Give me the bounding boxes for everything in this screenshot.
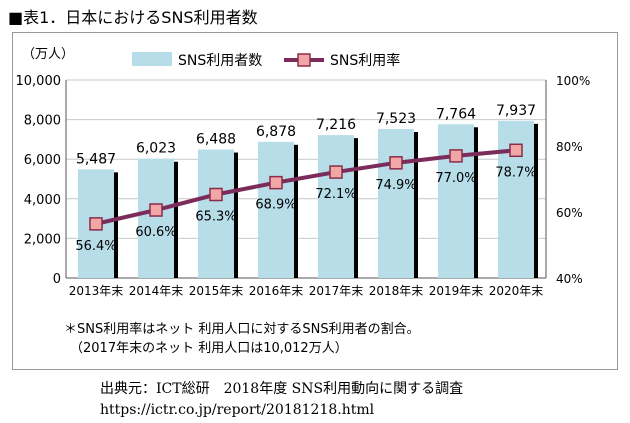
x-tick-label: 2013年末: [69, 284, 124, 298]
bar-value-label: 6,878: [256, 124, 296, 140]
rate-marker: [449, 149, 463, 163]
source-citation: 出典元：ICT総研 2018年度 SNS利用動向に関する調査: [100, 381, 464, 397]
bar-value-label: 7,216: [316, 117, 356, 133]
rate-marker: [149, 203, 163, 217]
bar-value-label: 5,487: [76, 151, 116, 167]
y2-tick-label: 40%: [556, 272, 583, 286]
chart-frame: [12, 32, 618, 370]
rate-value-label: 72.1%: [315, 187, 356, 202]
rate-marker: [329, 165, 343, 179]
bar: [198, 149, 234, 278]
y-tick-label: 10,000: [16, 74, 62, 89]
rate-value-label: 60.6%: [135, 225, 176, 240]
y-tick-label: 0: [53, 272, 61, 287]
legend-label-line: SNS利用率: [330, 52, 400, 69]
x-tick-label: 2018年末: [369, 284, 424, 298]
y-tick-label: 8,000: [24, 114, 61, 129]
rate-marker: [509, 143, 523, 158]
rate-value-label: 74.9%: [375, 178, 416, 193]
bar-value-label: 7,764: [436, 106, 476, 122]
page-title: ■表1．日本におけるSNS利用者数: [8, 8, 258, 27]
y-tick-label: 2,000: [24, 232, 61, 247]
bar: [138, 158, 174, 278]
x-tick-label: 2015年末: [189, 284, 244, 298]
bar-value-label: 6,023: [136, 141, 176, 157]
x-tick-label: 2016年末: [249, 284, 304, 298]
rate-line: [95, 148, 517, 226]
x-tick-label: 2014年末: [129, 284, 184, 298]
x-tick-label: 2019年末: [429, 284, 484, 298]
note-line: ＊SNS利用率はネット 利用人口に対するSNS利用者の割合。: [64, 321, 420, 337]
y-tick-label: 4,000: [24, 193, 61, 208]
bar-value-label: 7,937: [496, 103, 536, 119]
bar-value-label: 6,488: [196, 132, 236, 148]
rate-value-label: 56.4%: [75, 239, 116, 254]
rate-marker: [209, 187, 223, 202]
rate-marker: [269, 175, 283, 190]
legend-label-bar: SNS利用者数: [178, 53, 262, 69]
y2-tick-label: 100%: [556, 74, 590, 88]
rate-value-label: 68.9%: [255, 198, 296, 213]
bar: [438, 124, 474, 278]
y2-tick-label: 60%: [556, 206, 583, 220]
x-tick-label: 2020年末: [489, 284, 544, 298]
legend-swatch-bar: [132, 52, 172, 66]
y-tick-label: 6,000: [24, 153, 61, 168]
x-tick-label: 2017年末: [309, 284, 364, 298]
y-axis-label: （万人）: [22, 47, 74, 62]
rate-value-label: 78.7%: [495, 165, 536, 180]
rate-value-label: 65.3%: [195, 210, 236, 225]
rate-value-label: 77.0%: [435, 171, 476, 186]
bar: [318, 135, 354, 278]
bar-value-label: 7,523: [376, 111, 416, 127]
bar: [258, 141, 294, 278]
bar: [378, 129, 414, 278]
y2-tick-label: 80%: [556, 140, 583, 154]
legend-swatch-marker: [297, 53, 311, 67]
source-url: https://ictr.co.jp/report/20181218.html: [100, 402, 375, 418]
rate-marker: [389, 156, 403, 170]
note-line: （2017年末のネット 利用人口は10,012万人）: [70, 341, 348, 356]
rate-marker: [89, 217, 103, 231]
